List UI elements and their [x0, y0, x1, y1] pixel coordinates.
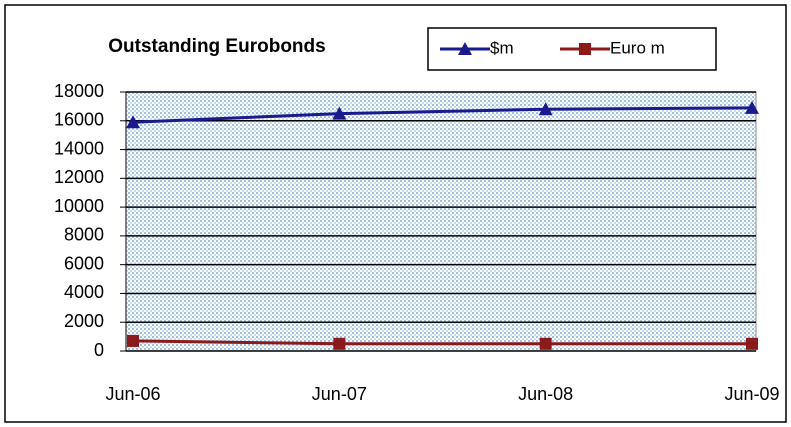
data-point [127, 334, 139, 347]
data-point [539, 337, 552, 350]
legend-label: $m [490, 38, 514, 57]
x-tick-label: Jun-09 [724, 384, 779, 404]
chart-title: Outstanding Eurobonds [108, 36, 325, 57]
data-point [126, 115, 140, 129]
legend-marker [579, 43, 591, 55]
y-tick-label: 2000 [64, 311, 104, 331]
data-point [746, 337, 758, 350]
y-tick-label: 18000 [54, 81, 104, 101]
y-tick-label: 6000 [64, 253, 104, 273]
x-tick-label: Jun-06 [105, 384, 160, 404]
x-tick-label: Jun-07 [312, 384, 367, 404]
data-point [332, 106, 347, 120]
y-tick-label: 8000 [64, 225, 104, 245]
y-tick-label: 16000 [54, 110, 104, 130]
y-tick-label: 12000 [54, 167, 104, 187]
series-line [132, 106, 753, 124]
series-line [132, 339, 752, 346]
data-point [333, 337, 346, 350]
y-tick-label: 0 [94, 340, 104, 360]
y-tick-label: 14000 [54, 138, 104, 158]
x-tick-label: Jun-08 [518, 384, 573, 404]
y-tick-label: 4000 [64, 282, 104, 302]
plot-area [125, 91, 757, 352]
legend-label: Euro m [610, 38, 665, 57]
data-point [538, 102, 553, 116]
data-point [745, 100, 759, 114]
legend-marker [458, 42, 472, 55]
y-tick-label: 10000 [54, 196, 104, 216]
